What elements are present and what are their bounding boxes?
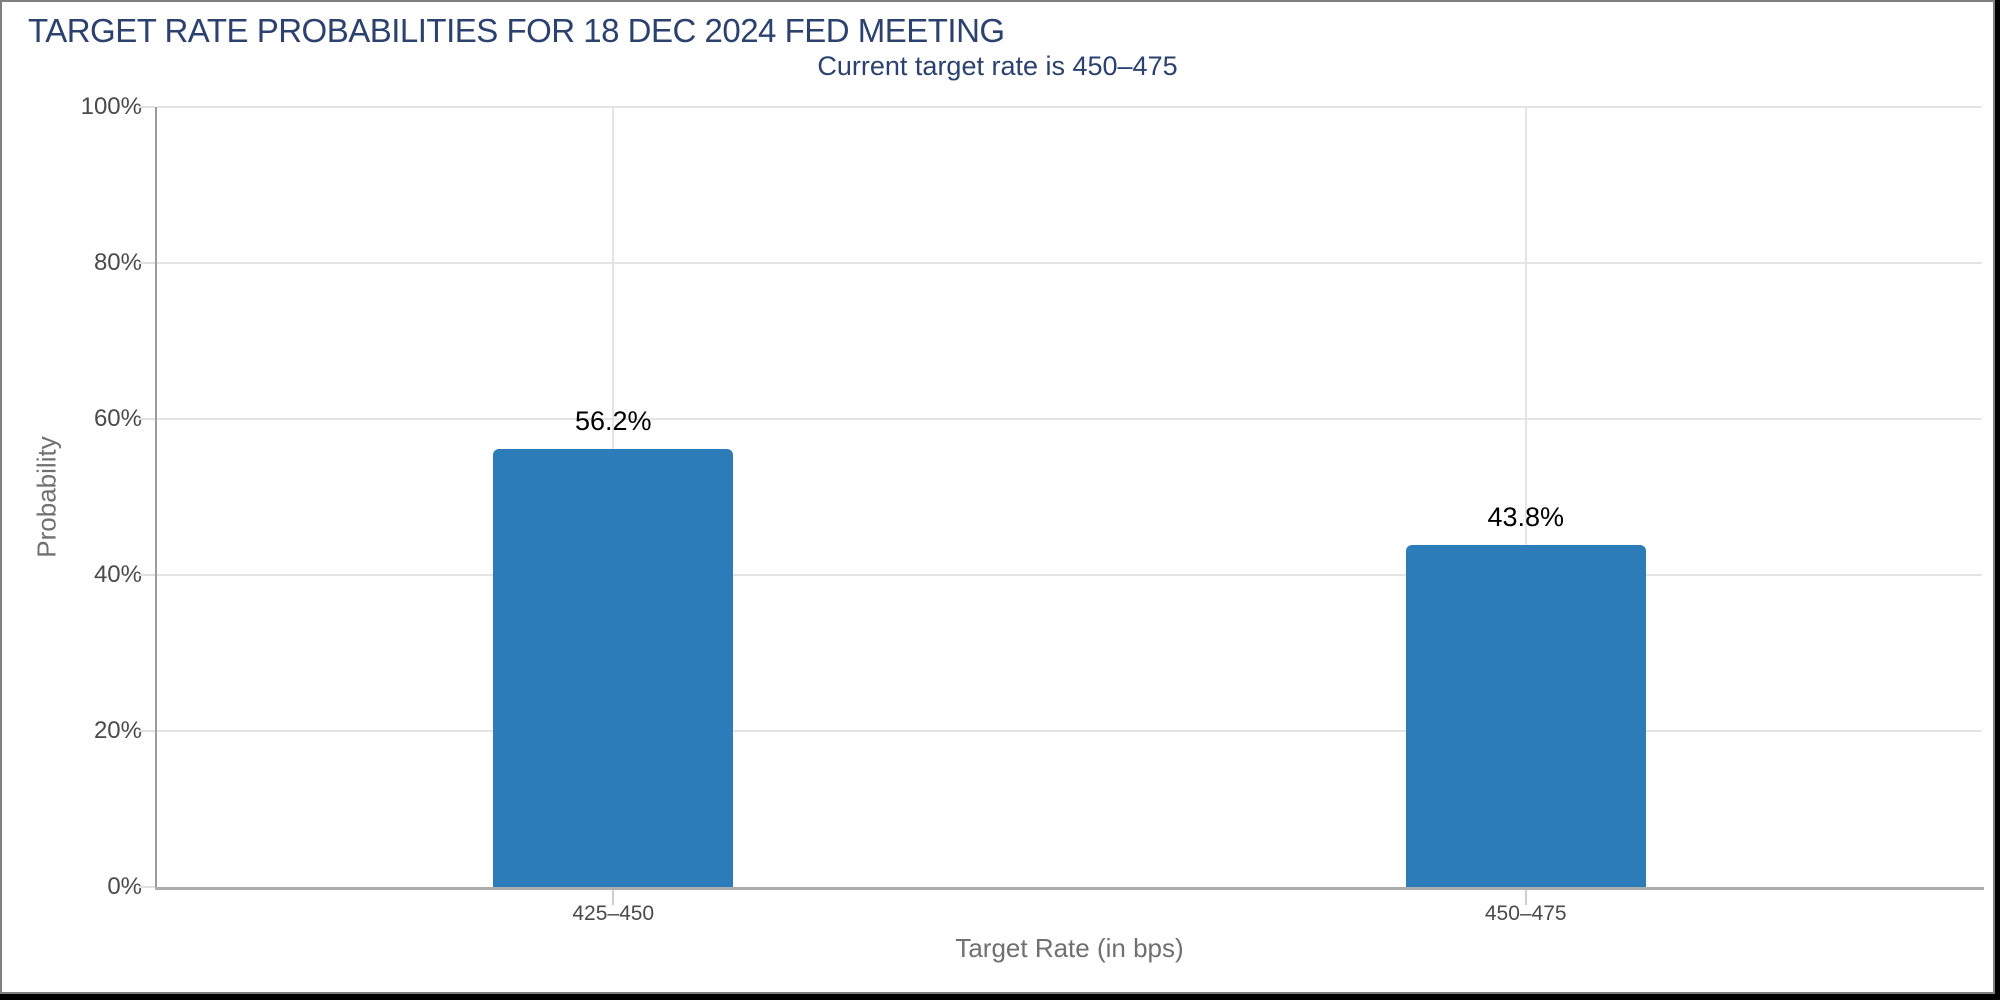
gridline-horizontal (157, 106, 1982, 108)
y-tick-mark (139, 730, 155, 732)
chart-subtitle: Current target rate is 450–475 (817, 51, 1178, 81)
bar-425-450[interactable] (493, 448, 734, 887)
gridline-horizontal (157, 730, 1982, 732)
y-tick-label: 100% (80, 93, 142, 120)
y-tick-label: 40% (93, 561, 142, 588)
bar-450-475[interactable] (1405, 545, 1646, 887)
bar-value-label: 43.8% (1487, 502, 1565, 533)
y-axis-title: Probability (31, 436, 62, 558)
gridline-vertical (1524, 107, 1527, 887)
x-axis-title: Target Rate (in bps) (955, 933, 1184, 963)
x-tick-mark (1524, 890, 1527, 905)
y-tick-mark (139, 106, 155, 108)
y-tick-label: 80% (93, 249, 142, 276)
page-title: TARGET RATE PROBABILITIES FOR 18 DEC 202… (28, 12, 1005, 49)
bar-value-label: 56.2% (574, 405, 652, 436)
y-axis-line (155, 107, 157, 890)
y-tick-label: 20% (93, 717, 142, 744)
x-tick-label: 425–450 (572, 902, 655, 925)
plot-area: 56.2% 43.8% (157, 106, 1982, 887)
y-tick-mark (139, 418, 155, 420)
y-tick-mark (139, 262, 155, 264)
gridline-horizontal (157, 574, 1982, 576)
x-tick-mark (612, 890, 615, 905)
y-tick-mark (139, 574, 155, 576)
y-tick-label: 60% (93, 405, 142, 432)
y-tick-mark (139, 886, 155, 888)
gridline-horizontal (157, 418, 1982, 420)
x-axis-line (155, 887, 1984, 890)
gridline-horizontal (157, 262, 1982, 264)
x-tick-label: 450–475 (1484, 902, 1567, 925)
y-tick-label: 0% (107, 873, 142, 900)
